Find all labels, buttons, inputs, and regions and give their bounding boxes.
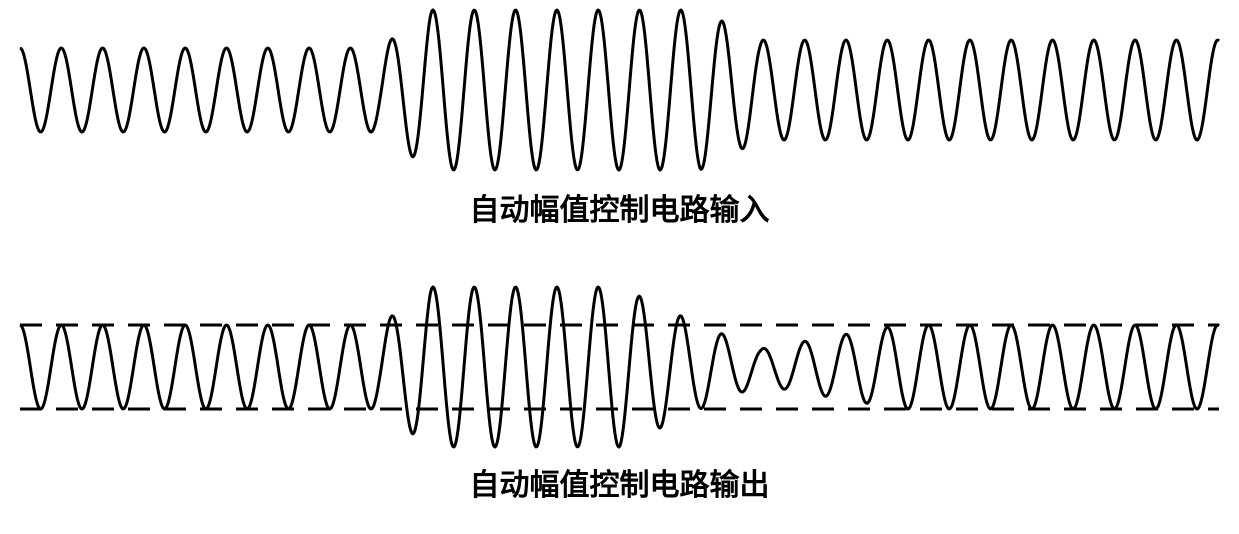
- output-wave-panel: [0, 282, 1239, 452]
- wave-path: [20, 287, 1219, 447]
- output-wave-label: 自动幅值控制电路输出: [0, 460, 1239, 504]
- output-wave-svg: [0, 282, 1239, 452]
- input-wave-panel: [0, 0, 1239, 180]
- input-wave-label: 自动幅值控制电路输入: [0, 185, 1239, 229]
- input-wave-svg: [0, 0, 1239, 180]
- wave-path: [20, 10, 1219, 170]
